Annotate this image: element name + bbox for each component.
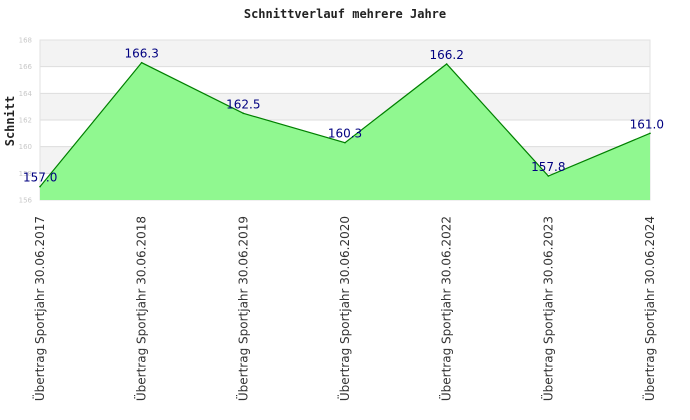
x-tick-label: Übertrag Sportjahr 30.06.2023	[539, 216, 555, 401]
data-point	[344, 141, 346, 144]
x-tick-label: Übertrag Sportjahr 30.06.2022	[438, 216, 454, 401]
data-label: 157.8	[531, 160, 565, 174]
y-axis-label: Schnitt	[3, 96, 17, 147]
y-tick-label: 156	[19, 197, 33, 205]
data-label: 157.0	[23, 171, 57, 185]
x-tick-label: Übertrag Sportjahr 30.06.2020	[336, 216, 352, 401]
data-point	[547, 175, 550, 177]
x-tick-label: Übertrag Sportjahr 30.06.2024	[641, 216, 657, 401]
area-series	[39, 61, 651, 200]
x-axis-ticks: Übertrag Sportjahr 30.06.2017 Übertrag Sp…	[31, 216, 657, 401]
data-point	[649, 132, 651, 135]
x-tick-label: Übertrag Sportjahr 30.06.2019	[234, 216, 250, 401]
y-axis-ticks: 156 158 160 162 164 166 168	[19, 37, 33, 205]
data-labels: 157.0 166.3 162.5 160.3 166.2 157.8 161.0	[23, 47, 664, 185]
y-tick-label: 166	[19, 63, 33, 71]
chart-title: Schnittverlauf mehrere Jahre	[244, 7, 446, 21]
y-tick-label: 160	[19, 143, 32, 151]
data-point	[445, 63, 448, 65]
data-label: 161.0	[630, 117, 664, 131]
x-tick-label: Übertrag Sportjahr 30.06.2017	[31, 216, 47, 401]
x-tick-label: Übertrag Sportjahr 30.06.2018	[133, 216, 149, 401]
y-tick-label: 158	[19, 170, 32, 178]
data-label: 166.2	[429, 48, 463, 62]
data-label: 162.5	[226, 97, 260, 111]
data-point	[140, 61, 143, 64]
data-label: 160.3	[328, 127, 362, 141]
data-point	[242, 112, 245, 115]
data-label: 166.3	[124, 47, 158, 61]
y-tick-label: 164	[19, 90, 33, 98]
y-tick-label: 168	[19, 37, 32, 45]
data-point	[39, 185, 41, 188]
y-tick-label: 162	[19, 117, 32, 125]
area-fill	[40, 62, 650, 200]
